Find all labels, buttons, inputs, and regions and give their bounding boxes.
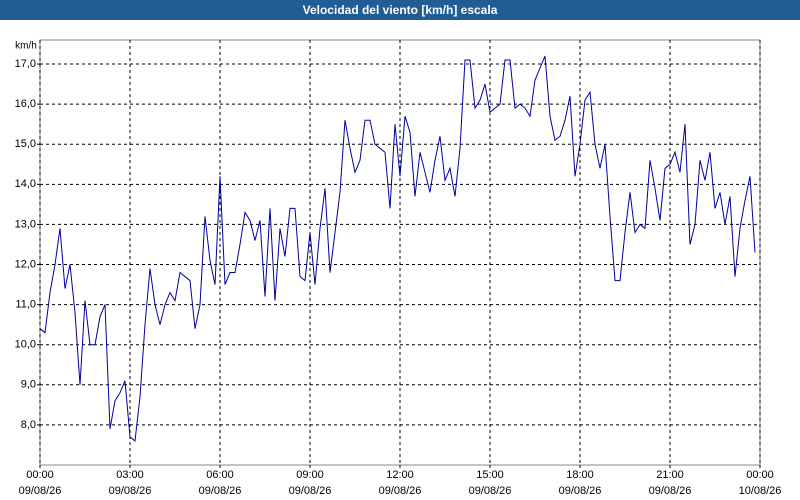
x-tick-date: 09/08/26 (19, 485, 62, 497)
y-tick-label: 12,0 (15, 258, 36, 270)
x-tick-label: 09:00 (296, 469, 324, 481)
x-tick-label: 21:00 (656, 469, 684, 481)
y-tick-label: 17,0 (15, 58, 36, 70)
x-tick-date: 09/08/26 (199, 485, 242, 497)
x-tick-date: 09/08/26 (469, 485, 512, 497)
title-bar (0, 0, 800, 20)
y-tick-label: 8,0 (21, 419, 36, 431)
y-tick-label: 15,0 (15, 138, 36, 150)
x-tick-date: 10/08/26 (739, 485, 782, 497)
x-tick-label: 12:00 (386, 469, 414, 481)
y-tick-label: 13,0 (15, 218, 36, 230)
y-axis-label: km/h (15, 41, 37, 52)
y-tick-label: 10,0 (15, 339, 36, 351)
data-line (39, 55, 756, 442)
y-tick-label: 14,0 (15, 178, 36, 190)
x-tick-label: 03:00 (116, 469, 144, 481)
x-tick-label: 00:00 (26, 469, 54, 481)
x-tick-label: 06:00 (206, 469, 234, 481)
x-tick-label: 00:00 (746, 469, 774, 481)
x-tick-date: 09/08/26 (379, 485, 422, 497)
y-tick-label: 16,0 (15, 98, 36, 110)
x-tick-date: 09/08/26 (289, 485, 332, 497)
x-tick-label: 15:00 (476, 469, 504, 481)
y-tick-label: 9,0 (21, 379, 36, 391)
x-tick-date: 09/08/26 (649, 485, 692, 497)
x-tick-label: 18:00 (566, 469, 594, 481)
y-tick-label: 11,0 (15, 299, 36, 311)
x-tick-date: 09/08/26 (109, 485, 152, 497)
x-tick-date: 09/08/26 (559, 485, 602, 497)
chart-title: Velocidad del viento [km/h] escala (303, 3, 498, 17)
